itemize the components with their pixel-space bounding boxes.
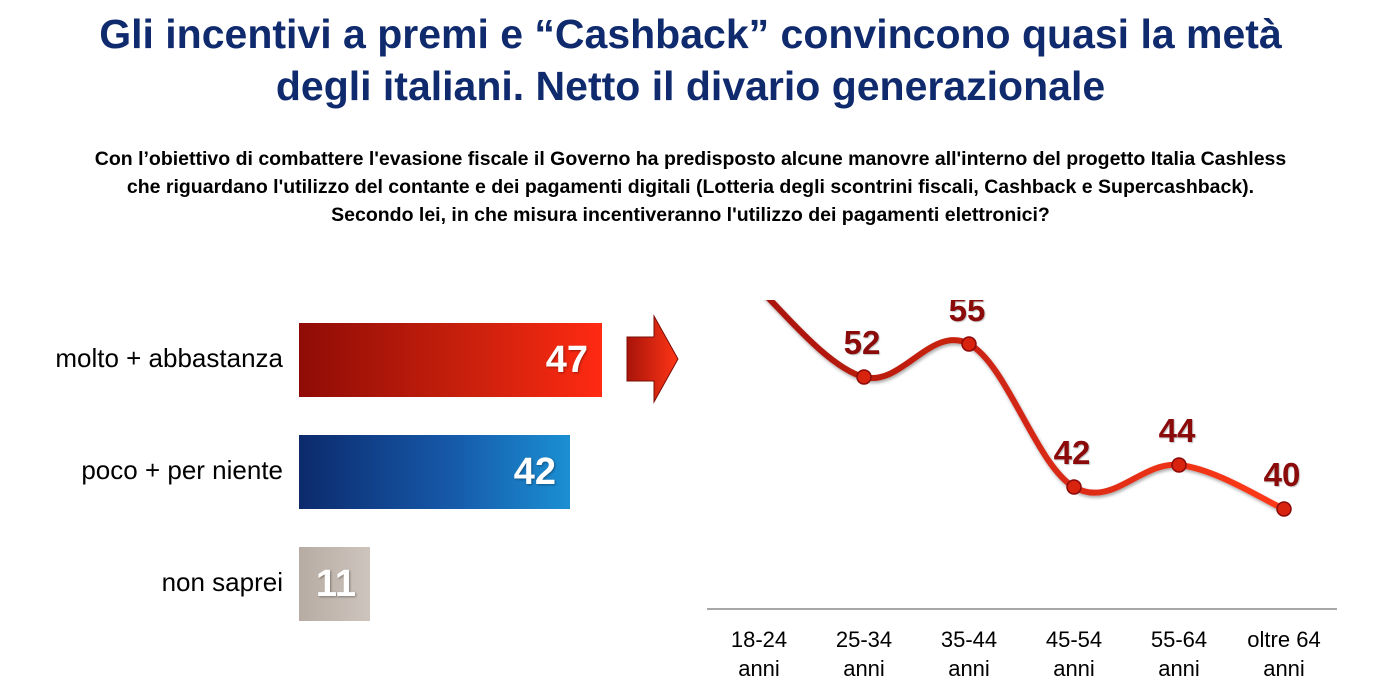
- x-tick-label-3: 45-54 anni: [1046, 627, 1102, 681]
- x-tick-label-1: 25-34 anni: [836, 627, 892, 681]
- data-label-5: 40: [1264, 456, 1301, 493]
- bar-label-molto-abbastanza: molto + abbastanza: [55, 343, 283, 373]
- x-tick-label-0: 18-24 anni: [731, 627, 787, 681]
- bar-non-saprei: 11: [299, 547, 370, 621]
- age-line-chart: 605255424440 18-24anni25-34anni35-44anni…: [707, 300, 1337, 681]
- data-label-3: 42: [1054, 434, 1091, 471]
- arrow-right-icon: [626, 314, 679, 404]
- data-label-1: 52: [844, 324, 881, 361]
- x-tick-label-2: 35-44 anni: [941, 627, 997, 681]
- survey-question: Con l’obiettivo di combattere l'evasione…: [0, 145, 1381, 229]
- data-point-3: [1066, 479, 1082, 495]
- data-point-5: [1276, 501, 1292, 517]
- bar-value-molto-abbastanza: 47: [545, 338, 588, 381]
- bar-value-non-saprei: 11: [315, 562, 356, 605]
- series-line: [766, 300, 1287, 512]
- bar-poco-per-niente: 42: [299, 435, 570, 509]
- question-line-2: che riguardano l'utilizzo del contante e…: [126, 176, 1255, 198]
- question-line-1: Con l’obiettivo di combattere l'evasione…: [94, 148, 1287, 170]
- bar-molto-abbastanza: 47: [299, 323, 602, 397]
- bar-label-non-saprei: non saprei: [161, 567, 283, 597]
- x-tick-label-4: 55-64 anni: [1151, 627, 1207, 681]
- data-point-1: [856, 369, 872, 385]
- bar-label-poco-per-niente: poco + per niente: [81, 455, 283, 485]
- data-label-4: 44: [1159, 412, 1196, 449]
- question-line-3: Secondo lei, in che misura incentiverann…: [331, 204, 1050, 226]
- title-line-1: Gli incentivi a premi e “Cashback” convi…: [99, 11, 1282, 57]
- data-label-2: 55: [949, 300, 986, 328]
- title-line-2: degli italiani. Netto il divario generaz…: [275, 63, 1106, 109]
- data-point-4: [1171, 457, 1187, 473]
- x-tick-label-5: oltre 64 anni: [1247, 627, 1320, 681]
- page-title: Gli incentivi a premi e “Cashback” convi…: [0, 8, 1381, 112]
- bar-value-poco-per-niente: 42: [513, 450, 556, 493]
- data-point-2: [961, 336, 977, 352]
